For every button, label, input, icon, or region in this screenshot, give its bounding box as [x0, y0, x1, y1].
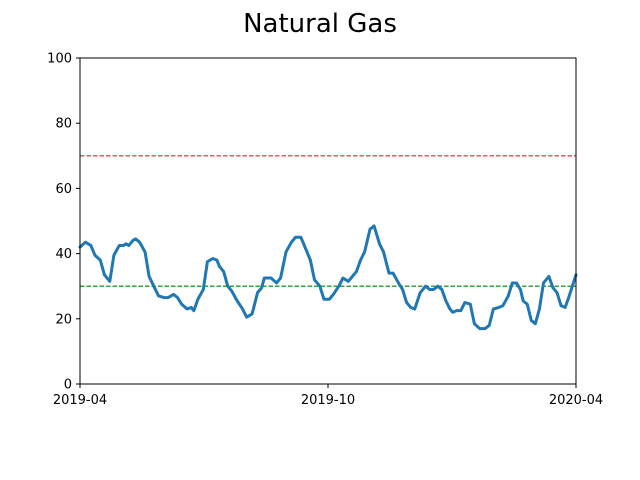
x-axis: 2019-04 2019-10 2020-04 [53, 384, 603, 408]
y-tick-label: 0 [64, 378, 72, 393]
x-tick-label: 2020-04 [549, 393, 603, 408]
y-tick-label: 80 [55, 117, 72, 132]
y-tick-label: 40 [55, 247, 72, 262]
y-tick-label: 60 [55, 182, 72, 197]
series-layer [78, 224, 578, 331]
reference-lines [80, 155, 576, 287]
x-tick-label: 2019-04 [53, 393, 107, 408]
plot-frame [79, 57, 577, 385]
series-line-0 [78, 224, 578, 331]
y-tick-label: 100 [47, 52, 72, 67]
y-axis: 0 20 40 60 80 100 [47, 52, 80, 393]
chart-title: Natural Gas [243, 9, 397, 39]
x-tick-label: 2019-10 [301, 393, 355, 408]
y-tick-label: 20 [55, 312, 72, 327]
